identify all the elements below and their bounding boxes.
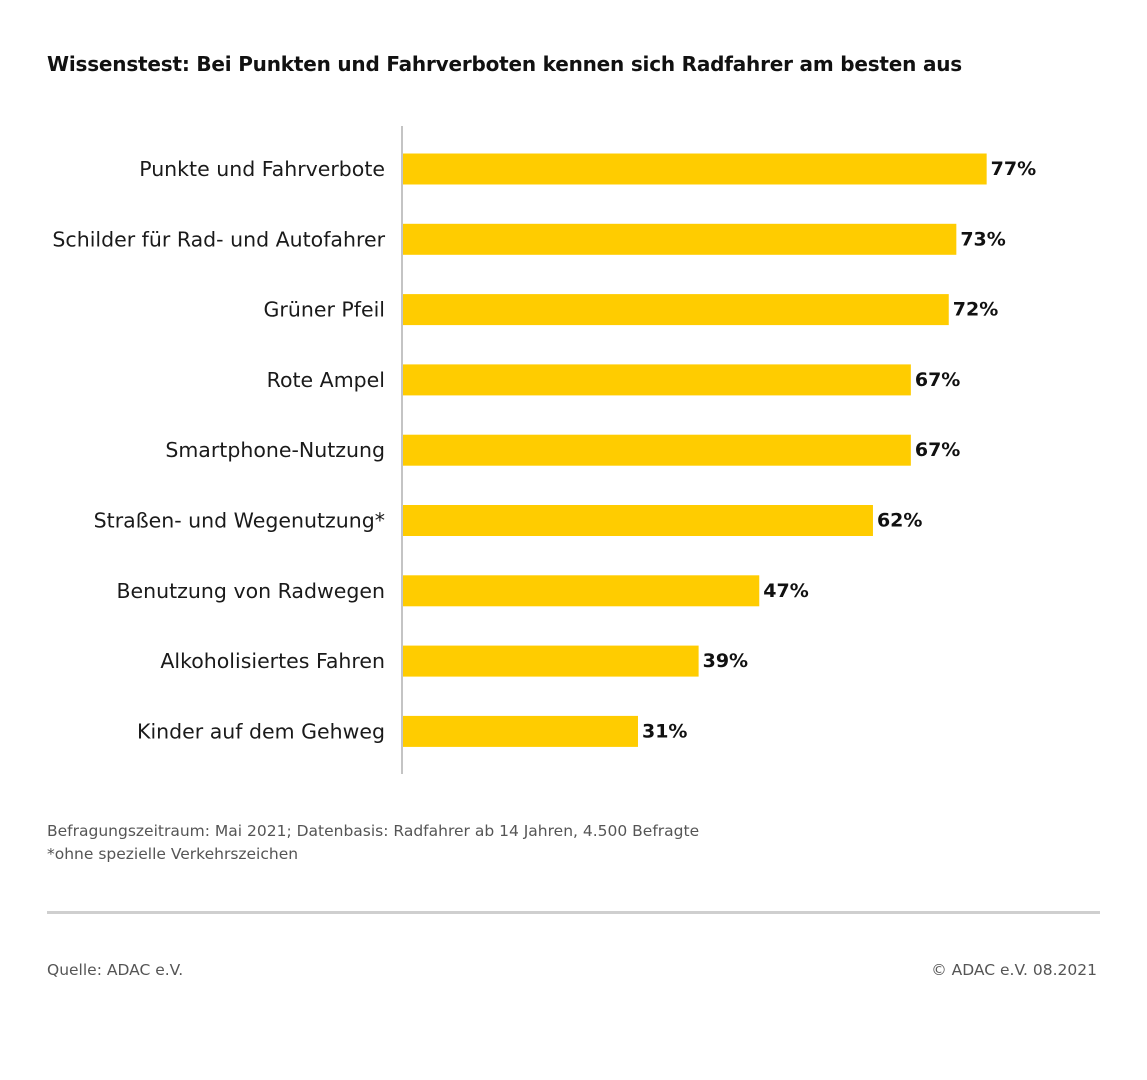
- bar: [403, 223, 957, 255]
- bar: [403, 575, 760, 607]
- category-label: Straßen- und Wegenutzung*: [94, 509, 385, 533]
- bar: [403, 715, 638, 747]
- bar: [403, 434, 911, 466]
- copyright-label: © ADAC e.V. 08.2021: [931, 961, 1097, 979]
- bar: [403, 153, 987, 185]
- value-label: 31%: [642, 720, 687, 742]
- source-label: Quelle: ADAC e.V.: [47, 961, 184, 979]
- value-label: 47%: [763, 580, 808, 602]
- category-label: Punkte und Fahrverbote: [139, 157, 385, 181]
- value-label: 77%: [991, 158, 1036, 180]
- chart-notes: Befragungszeitraum: Mai 2021; Datenbasis…: [47, 820, 699, 866]
- bar: [403, 505, 873, 536]
- value-label: 72%: [953, 299, 998, 321]
- category-label: Smartphone-Nutzung: [165, 438, 385, 462]
- category-label: Grüner Pfeil: [264, 298, 385, 322]
- note-footnote: *ohne spezielle Verkehrszeichen: [47, 845, 299, 863]
- bar-chart: Punkte und Fahrverbote 77% Schilder für Ra…: [52, 126, 1036, 774]
- category-label: Schilder für Rad- und Autofahrer: [52, 227, 385, 251]
- chart-title: Wissenstest: Bei Punkten und Fahrverbote…: [47, 52, 963, 76]
- category-label: Rote Ampel: [267, 368, 385, 392]
- bar: [403, 645, 699, 677]
- bars-layer: Punkte und Fahrverbote 77% Schilder für Ra…: [52, 153, 1036, 747]
- value-label: 67%: [915, 439, 960, 461]
- category-label: Alkoholisiertes Fahren: [160, 649, 385, 673]
- bar: [403, 294, 949, 326]
- category-label: Kinder auf dem Gehweg: [137, 719, 385, 743]
- bar: [403, 364, 911, 396]
- value-label: 73%: [960, 228, 1005, 250]
- note-survey-info: Befragungszeitraum: Mai 2021; Datenbasis…: [47, 822, 700, 840]
- footer-divider: [47, 911, 1100, 914]
- category-label: Benutzung von Radwegen: [116, 579, 385, 603]
- value-label: 62%: [877, 510, 922, 532]
- value-label: 39%: [703, 650, 748, 672]
- value-label: 67%: [915, 369, 960, 391]
